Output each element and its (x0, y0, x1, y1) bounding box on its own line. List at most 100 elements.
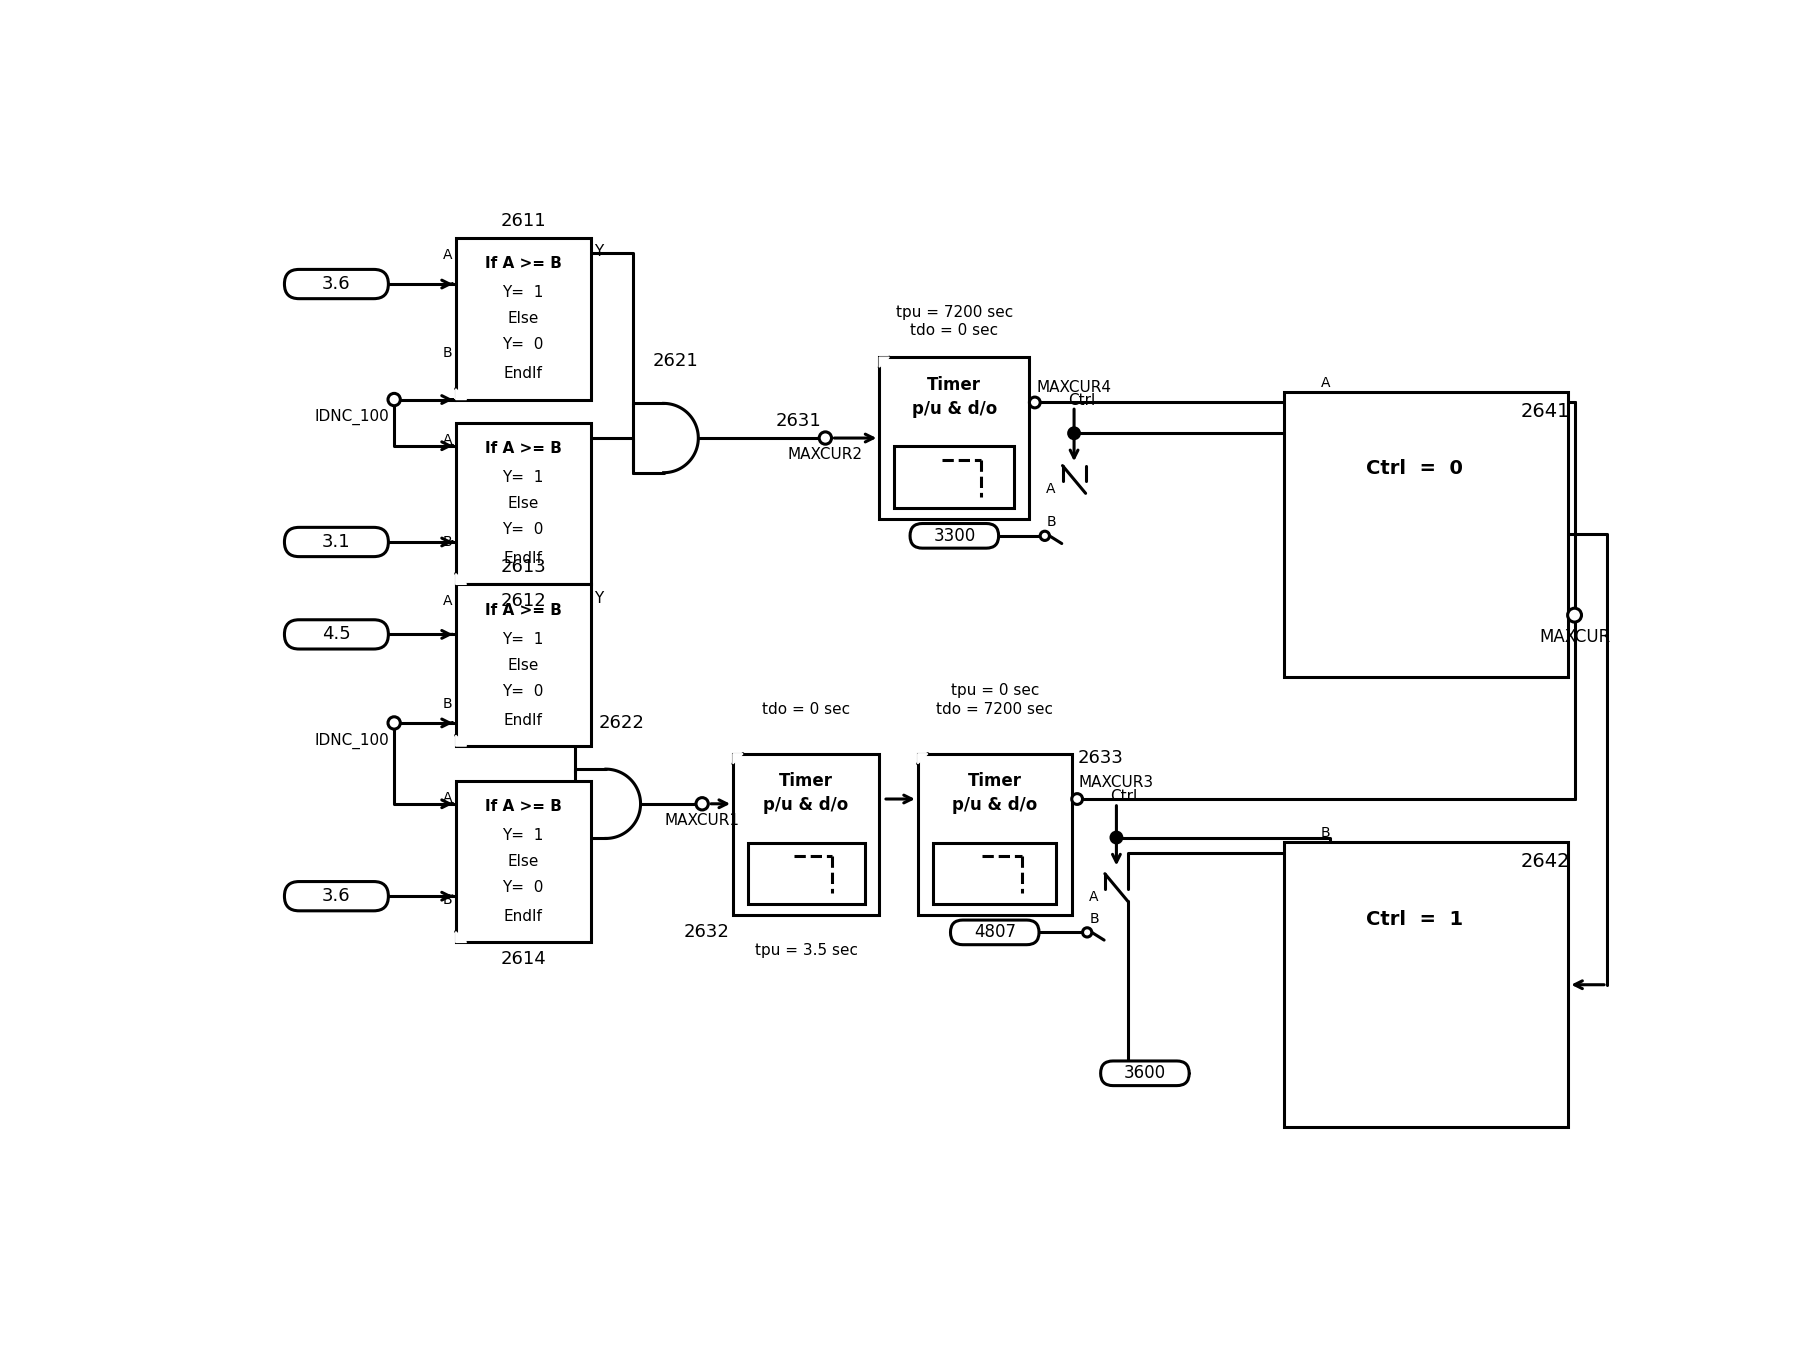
Text: B: B (1321, 826, 1330, 840)
Text: p/u & d/o: p/u & d/o (764, 796, 848, 814)
Text: MAXCUR: MAXCUR (1538, 628, 1610, 646)
Text: Ctrl  =  0: Ctrl = 0 (1366, 459, 1463, 478)
Text: 2611: 2611 (500, 212, 545, 229)
Bar (455, 238, 590, 399)
Text: tdo = 0 sec: tdo = 0 sec (762, 702, 850, 717)
Text: Else: Else (507, 657, 540, 672)
Polygon shape (733, 754, 742, 764)
Text: EndIf: EndIf (504, 366, 543, 381)
Text: 3300: 3300 (932, 527, 975, 545)
Bar (879, 357, 1029, 519)
Bar (748, 843, 864, 904)
Text: Y: Y (593, 590, 604, 605)
FancyBboxPatch shape (285, 527, 389, 556)
Circle shape (1069, 428, 1079, 438)
Polygon shape (918, 754, 927, 764)
Text: 3.1: 3.1 (323, 533, 351, 550)
Text: tpu = 7200 sec: tpu = 7200 sec (896, 305, 1013, 320)
Text: Timer: Timer (927, 376, 981, 393)
Text: Y=  1: Y= 1 (502, 285, 543, 301)
Text: B: B (1047, 515, 1056, 529)
Circle shape (1072, 794, 1083, 805)
Text: 3.6: 3.6 (323, 275, 351, 294)
Text: B: B (443, 347, 452, 361)
Text: Ctrl  =  1: Ctrl = 1 (1366, 910, 1463, 929)
Text: A: A (443, 594, 452, 608)
Text: EndIf: EndIf (504, 908, 543, 923)
Text: Y=  0: Y= 0 (502, 337, 543, 352)
Text: Ctrl: Ctrl (1069, 393, 1096, 408)
Text: A: A (443, 791, 452, 805)
Text: B: B (443, 535, 452, 549)
Text: Y=  0: Y= 0 (502, 522, 543, 537)
Text: MAXCUR4: MAXCUR4 (1036, 380, 1112, 395)
Text: EndIf: EndIf (504, 713, 543, 728)
Text: IDNC_100: IDNC_100 (314, 732, 389, 749)
Circle shape (1567, 608, 1581, 622)
Text: A: A (1045, 482, 1056, 496)
FancyBboxPatch shape (285, 269, 389, 299)
Polygon shape (455, 932, 466, 943)
Text: MAXCUR2: MAXCUR2 (787, 448, 862, 463)
Text: 2614: 2614 (500, 951, 547, 968)
FancyBboxPatch shape (911, 523, 999, 548)
Text: Ctrl: Ctrl (1110, 790, 1139, 805)
Bar (932, 843, 1056, 904)
Text: tdo = 7200 sec: tdo = 7200 sec (936, 702, 1052, 717)
Text: 2641: 2641 (1520, 402, 1571, 421)
Text: A: A (1321, 376, 1330, 389)
Bar (455, 422, 590, 585)
FancyBboxPatch shape (950, 921, 1038, 945)
Text: tpu = 0 sec: tpu = 0 sec (950, 683, 1038, 698)
Circle shape (819, 432, 832, 444)
Circle shape (1040, 531, 1049, 541)
Text: 2622: 2622 (599, 714, 644, 732)
Text: p/u & d/o: p/u & d/o (911, 400, 997, 418)
Bar (1284, 843, 1569, 1127)
FancyBboxPatch shape (285, 620, 389, 649)
Circle shape (1029, 398, 1040, 408)
Text: Y: Y (593, 245, 604, 260)
Circle shape (696, 798, 708, 810)
Text: Else: Else (507, 311, 540, 326)
Text: Timer: Timer (968, 772, 1022, 790)
Circle shape (387, 393, 400, 406)
Text: If A >= B: If A >= B (484, 602, 561, 617)
Text: Y=  1: Y= 1 (502, 632, 543, 647)
Text: 3.6: 3.6 (323, 887, 351, 906)
Text: A: A (1088, 889, 1097, 904)
Text: 2642: 2642 (1520, 852, 1571, 872)
Text: 2612: 2612 (500, 593, 547, 611)
Text: Timer: Timer (780, 772, 834, 790)
Bar (455, 585, 590, 746)
Polygon shape (455, 389, 466, 399)
Circle shape (1112, 832, 1122, 843)
Text: If A >= B: If A >= B (484, 257, 561, 272)
Polygon shape (455, 735, 466, 746)
Text: Y=  1: Y= 1 (502, 828, 543, 843)
Text: 4807: 4807 (974, 923, 1017, 941)
Text: Y=  0: Y= 0 (502, 880, 543, 895)
Text: 2631: 2631 (776, 413, 821, 430)
Text: A: A (443, 433, 452, 447)
Text: tpu = 3.5 sec: tpu = 3.5 sec (755, 943, 857, 958)
Text: A: A (443, 247, 452, 262)
Text: 2632: 2632 (683, 923, 730, 941)
Text: 4.5: 4.5 (323, 626, 351, 643)
Text: B: B (443, 697, 452, 710)
FancyBboxPatch shape (1101, 1061, 1189, 1086)
Text: EndIf: EndIf (504, 550, 543, 566)
Bar (455, 781, 590, 943)
Polygon shape (455, 574, 466, 585)
Text: IDNC_100: IDNC_100 (314, 408, 389, 425)
Text: Else: Else (507, 496, 540, 511)
Bar (895, 447, 1015, 508)
Text: p/u & d/o: p/u & d/o (952, 796, 1038, 814)
Bar (1284, 392, 1569, 676)
Bar (733, 754, 879, 915)
Text: MAXCUR3: MAXCUR3 (1079, 775, 1155, 790)
Text: 3600: 3600 (1124, 1064, 1165, 1082)
Text: If A >= B: If A >= B (484, 441, 561, 456)
Text: B: B (443, 893, 452, 907)
Bar (918, 754, 1072, 915)
